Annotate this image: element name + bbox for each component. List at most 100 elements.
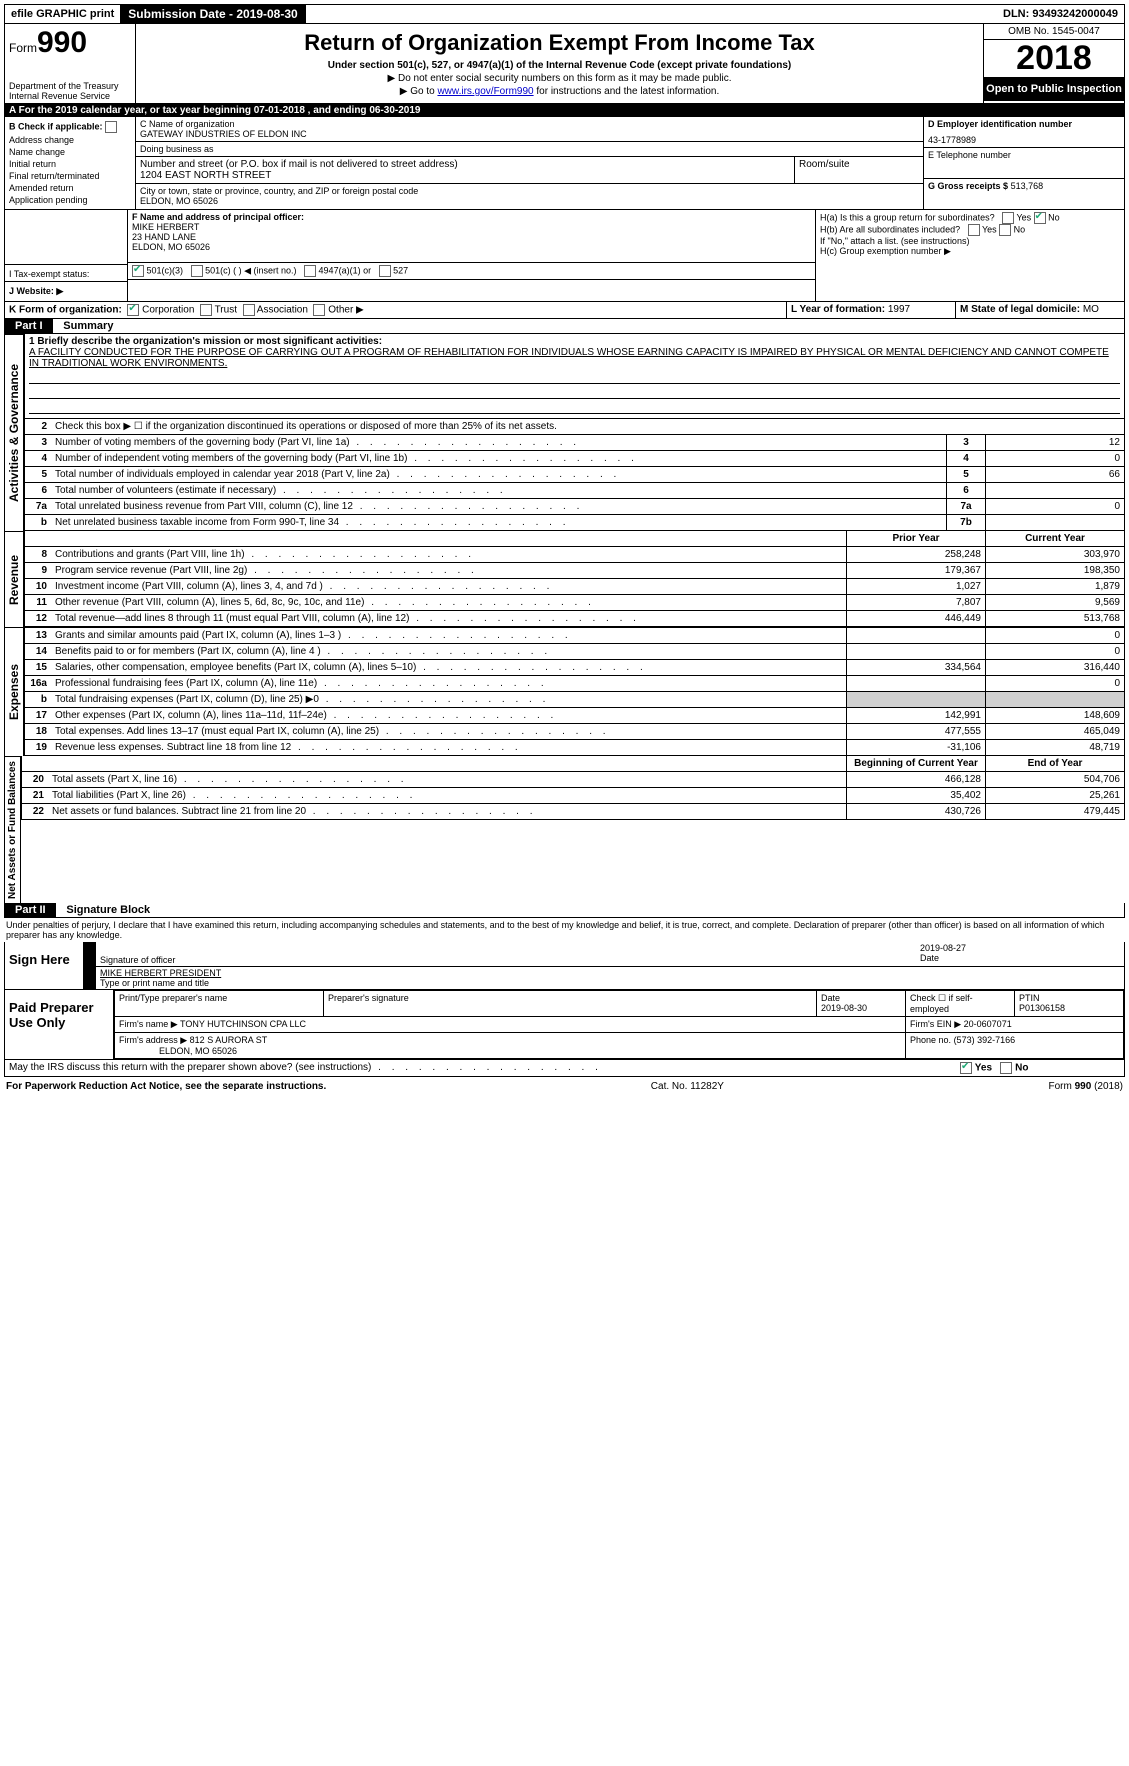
officer-name: MIKE HERBERT xyxy=(132,222,199,232)
current-val: 0 xyxy=(986,628,1125,644)
header-right: OMB No. 1545-0047 2018 Open to Public In… xyxy=(983,24,1124,103)
box-e: E Telephone number xyxy=(924,148,1124,179)
row-desc: Total assets (Part X, line 16) xyxy=(48,772,847,788)
d-label: D Employer identification number xyxy=(928,119,1072,129)
chk-other[interactable] xyxy=(313,304,325,316)
cell-shade xyxy=(847,692,986,708)
sig-date-cell: 2019-08-27 Date xyxy=(916,942,1124,967)
row-num: 20 xyxy=(22,772,49,788)
section-fh: I Tax-exempt status: J Website: ▶ F Name… xyxy=(4,210,1125,302)
discuss-yes-chk[interactable] xyxy=(960,1062,972,1074)
chk-applicable[interactable] xyxy=(105,121,117,133)
ha-no[interactable] xyxy=(1034,212,1046,224)
hdr-prior: Prior Year xyxy=(847,531,986,547)
row-box: 6 xyxy=(947,483,986,499)
h-a: H(a) Is this a group return for subordin… xyxy=(820,212,1120,224)
row-num: 17 xyxy=(25,708,52,724)
part1-header: Part I Summary xyxy=(4,319,1125,334)
row-desc: Total fundraising expenses (Part IX, col… xyxy=(51,692,847,708)
row-num: 3 xyxy=(25,435,52,451)
part2-title: Signature Block xyxy=(58,903,158,917)
row-desc: Other expenses (Part IX, column (A), lin… xyxy=(51,708,847,724)
opt-527: 527 xyxy=(393,265,408,275)
c-dba-cell: Doing business as xyxy=(136,142,923,157)
b-item-name: Name change xyxy=(9,147,131,157)
ha-yes[interactable] xyxy=(1002,212,1014,224)
opt-corp: Corporation xyxy=(142,305,194,316)
officer-street: 23 HAND LANE xyxy=(132,232,196,242)
form-no: 990 xyxy=(37,26,87,59)
chk-527[interactable] xyxy=(379,265,391,277)
row-desc: Grants and similar amounts paid (Part IX… xyxy=(51,628,847,644)
ein: 43-1778989 xyxy=(928,135,1120,145)
row-desc: Number of voting members of the governin… xyxy=(51,435,947,451)
sign-here-label: Sign Here xyxy=(5,942,84,989)
prior-val: 7,807 xyxy=(847,595,986,611)
box-h: H(a) Is this a group return for subordin… xyxy=(815,210,1124,301)
chk-4947[interactable] xyxy=(304,265,316,277)
h-c: H(c) Group exemption number ▶ xyxy=(820,246,1120,257)
irs-link[interactable]: www.irs.gov/Form990 xyxy=(437,86,533,97)
c-room-cell: Room/suite xyxy=(795,157,923,183)
org-street: 1204 EAST NORTH STREET xyxy=(140,170,790,181)
hb-no[interactable] xyxy=(999,224,1011,236)
top-bar: efile GRAPHIC print Submission Date - 20… xyxy=(4,4,1125,24)
q2-text: Check this box ▶ ☐ if the organization d… xyxy=(51,419,1125,435)
k-label: K Form of organization: xyxy=(9,305,122,316)
opt-501c3: 501(c)(3) xyxy=(147,265,184,275)
row-l: L Year of formation: 1997 xyxy=(786,302,955,318)
exp-table: 13 Grants and similar amounts paid (Part… xyxy=(24,627,1125,756)
c-dba-label: Doing business as xyxy=(140,144,919,154)
row-num: 22 xyxy=(22,804,49,820)
row-val xyxy=(986,515,1125,531)
prior-val: 446,449 xyxy=(847,611,986,627)
chk-corp[interactable] xyxy=(127,304,139,316)
current-val: 303,970 xyxy=(986,547,1125,563)
department: Department of the Treasury Internal Reve… xyxy=(9,81,131,101)
penalties-text: Under penalties of perjury, I declare th… xyxy=(4,918,1125,942)
c-room-label: Room/suite xyxy=(799,159,919,170)
row-box: 4 xyxy=(947,451,986,467)
section-net: Net Assets or Fund Balances Beginning of… xyxy=(4,756,1125,903)
row-desc: Revenue less expenses. Subtract line 18 … xyxy=(51,740,847,756)
form-number: Form990 xyxy=(9,26,131,60)
open-to-public: Open to Public Inspection xyxy=(984,77,1124,101)
discuss-row: May the IRS discuss this return with the… xyxy=(4,1060,1125,1077)
mission-line xyxy=(29,371,1120,384)
chk-trust[interactable] xyxy=(200,304,212,316)
l-label: L Year of formation: xyxy=(791,304,885,315)
row-num: 5 xyxy=(25,467,52,483)
chk-assoc[interactable] xyxy=(243,304,255,316)
row-desc: Salaries, other compensation, employee b… xyxy=(51,660,847,676)
prior-val: 1,027 xyxy=(847,579,986,595)
note2-pre: ▶ Go to xyxy=(400,86,438,97)
paid-preparer-label: Paid Preparer Use Only xyxy=(5,990,114,1059)
mission-line xyxy=(29,386,1120,399)
current-val: 148,609 xyxy=(986,708,1125,724)
current-val: 9,569 xyxy=(986,595,1125,611)
row-num: 7a xyxy=(25,499,52,515)
chk-501c[interactable] xyxy=(191,265,203,277)
row-klm: K Form of organization: Corporation Trus… xyxy=(4,302,1125,319)
box-f: F Name and address of principal officer:… xyxy=(128,210,815,263)
row-val: 12 xyxy=(986,435,1125,451)
chk-501c3[interactable] xyxy=(132,265,144,277)
row-desc: Total number of individuals employed in … xyxy=(51,467,947,483)
part1-title: Summary xyxy=(55,319,121,333)
b-item-amended: Amended return xyxy=(9,183,131,193)
rev-table: Prior Year Current Year 8 Contributions … xyxy=(24,531,1125,627)
row-desc: Investment income (Part VIII, column (A)… xyxy=(51,579,847,595)
paid-preparer-block: Paid Preparer Use Only Print/Type prepar… xyxy=(4,990,1125,1060)
row-num: 19 xyxy=(25,740,52,756)
row-desc: Total expenses. Add lines 13–17 (must eq… xyxy=(51,724,847,740)
row-desc: Net unrelated business taxable income fr… xyxy=(51,515,947,531)
arrow-icon xyxy=(84,942,96,989)
discuss-no-chk[interactable] xyxy=(1000,1062,1012,1074)
current-val: 479,445 xyxy=(986,804,1125,820)
b-item-initial: Initial return xyxy=(9,159,131,169)
omb-number: OMB No. 1545-0047 xyxy=(984,24,1124,40)
row-box: 3 xyxy=(947,435,986,451)
hb-yes[interactable] xyxy=(968,224,980,236)
note2-post: for instructions and the latest informat… xyxy=(534,86,720,97)
name-title-label: Type or print name and title xyxy=(100,978,209,988)
